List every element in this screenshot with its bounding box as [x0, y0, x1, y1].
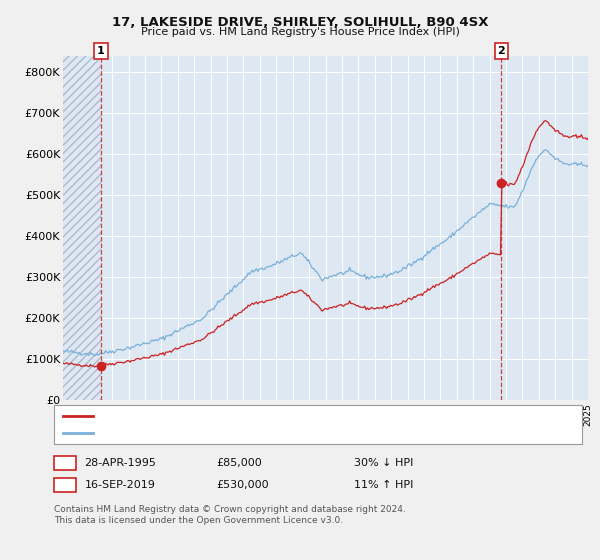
- Text: 17, LAKESIDE DRIVE, SHIRLEY, SOLIHULL, B90 4SX: 17, LAKESIDE DRIVE, SHIRLEY, SOLIHULL, B…: [112, 16, 488, 29]
- Text: 2: 2: [61, 480, 68, 490]
- Text: 28-APR-1995: 28-APR-1995: [85, 458, 157, 468]
- Text: 1: 1: [61, 458, 68, 468]
- Text: 11% ↑ HPI: 11% ↑ HPI: [354, 480, 413, 490]
- Text: 2: 2: [497, 46, 505, 56]
- Text: 17, LAKESIDE DRIVE, SHIRLEY, SOLIHULL, B90 4SX (detached house): 17, LAKESIDE DRIVE, SHIRLEY, SOLIHULL, B…: [99, 411, 436, 421]
- Text: Contains HM Land Registry data © Crown copyright and database right 2024.
This d: Contains HM Land Registry data © Crown c…: [54, 505, 406, 525]
- Bar: [63, 56, 101, 400]
- Text: 16-SEP-2019: 16-SEP-2019: [85, 480, 155, 490]
- Text: £530,000: £530,000: [216, 480, 269, 490]
- Text: 1: 1: [97, 46, 105, 56]
- Text: 30% ↓ HPI: 30% ↓ HPI: [354, 458, 413, 468]
- Text: HPI: Average price, detached house, Solihull: HPI: Average price, detached house, Soli…: [99, 428, 316, 438]
- Text: Price paid vs. HM Land Registry's House Price Index (HPI): Price paid vs. HM Land Registry's House …: [140, 27, 460, 37]
- Text: £85,000: £85,000: [216, 458, 262, 468]
